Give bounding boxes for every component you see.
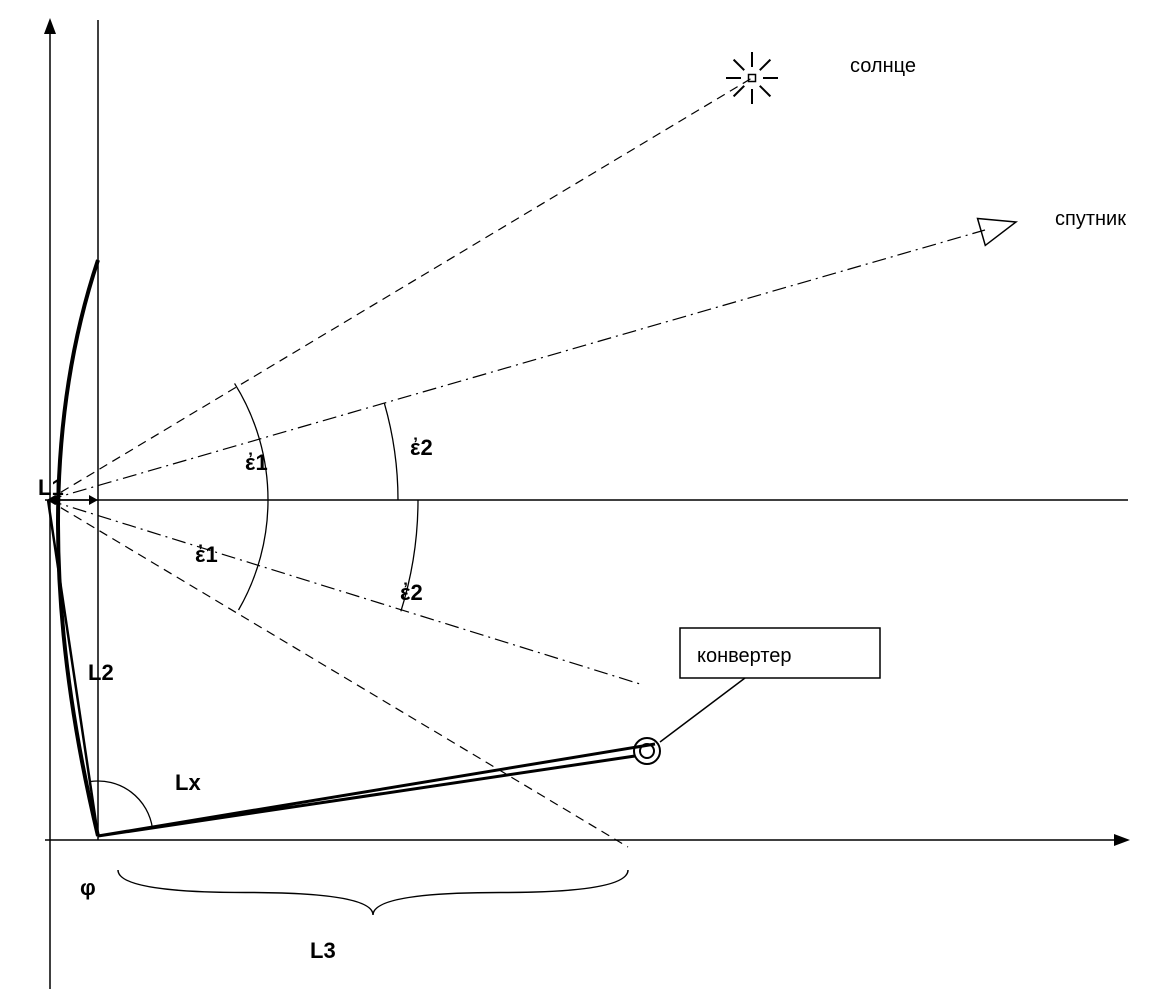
label-e2-lower: ἐ2 [400, 580, 423, 605]
label-e1-upper: ἐ1 [245, 450, 268, 475]
label-l2: L2 [88, 660, 114, 685]
label-l1: L1 [38, 475, 64, 500]
label-satellite: спутник [1055, 208, 1126, 230]
label-sun: солнце [850, 55, 916, 77]
label-lx: Lx [175, 770, 201, 795]
label-e2-upper: ἐ2 [410, 435, 433, 460]
label-phi: φ [80, 875, 96, 900]
label-e1-lower: ἐ1 [195, 542, 218, 567]
label-l3: L3 [310, 938, 336, 963]
label-converter: конвертер [697, 645, 792, 667]
